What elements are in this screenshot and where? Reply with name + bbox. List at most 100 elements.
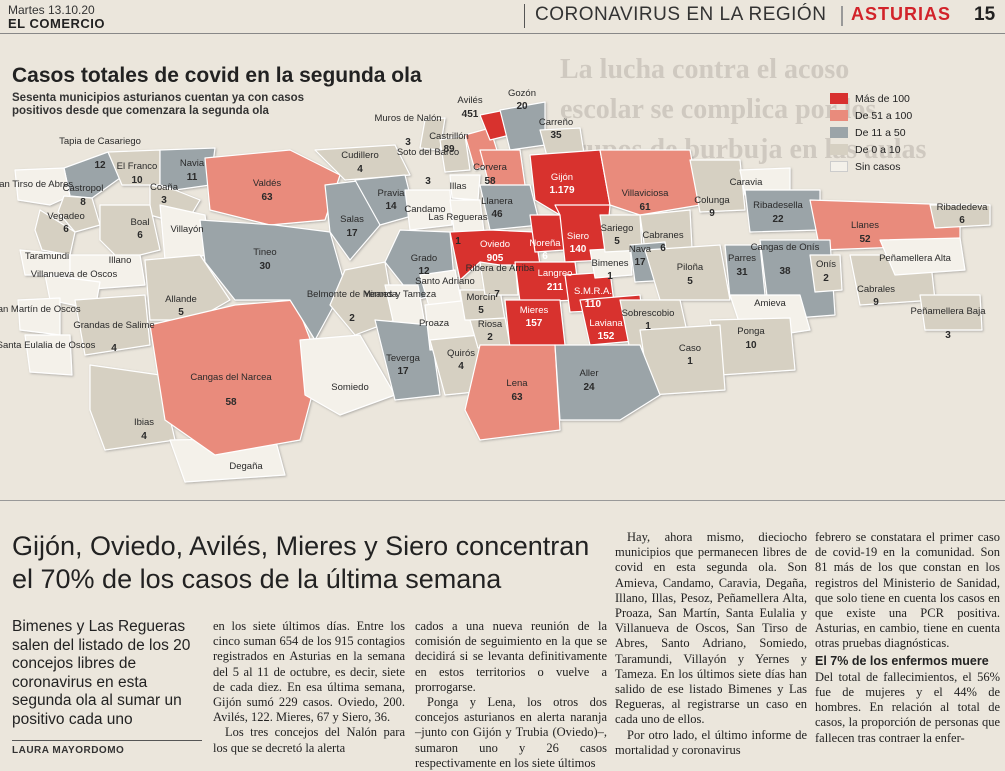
value-sobrescobio: 1	[645, 321, 651, 332]
paragraph: Del total de fallecimientos, el 56% fue …	[815, 669, 1000, 745]
region-somiedo	[299, 334, 396, 416]
label-colunga: Colunga	[694, 195, 730, 206]
value-nava: 17	[634, 257, 646, 268]
value-teverga: 17	[397, 366, 409, 377]
label-soto-del-barco: Soto del Barco	[397, 147, 459, 158]
legend-item: De 51 a 100	[830, 107, 940, 124]
value-colunga: 9	[709, 208, 715, 219]
article-subhead: El 7% de los enfermos muere	[815, 653, 989, 668]
value-llanes: 52	[859, 234, 871, 245]
region-lena	[464, 344, 561, 441]
label-cangas-de-onis: Cangas de Onís	[751, 242, 820, 253]
value-pravia: 14	[385, 201, 397, 212]
article-column-4: febrero se constatara el primer caso de …	[815, 530, 1000, 746]
legend-label: Más de 100	[855, 92, 910, 105]
label-vegadeo: Vegadeo	[47, 211, 85, 222]
article-column-1: en los siete últimos días. Entre los cin…	[213, 619, 405, 756]
legend-label: De 11 a 50	[855, 126, 906, 139]
label-navia: Navia	[180, 158, 205, 169]
region-boal	[99, 204, 161, 261]
value-las-regueras: 1	[455, 236, 461, 247]
label-taramundi: Taramundi	[25, 251, 69, 262]
map-title: Casos totales de covid en la segunda ola	[12, 64, 422, 87]
label-illas: Illas	[450, 181, 467, 192]
region-candamo	[404, 189, 453, 231]
value-castrillon: 89	[443, 144, 455, 155]
label-siero: Siero	[567, 231, 589, 242]
value-salas: 17	[346, 228, 358, 239]
header-rule	[0, 33, 1005, 34]
label-ribadesella: Ribadesella	[753, 200, 803, 211]
region-valdes	[204, 149, 341, 226]
label-ribera-de-arriba: Ribera de Arriba	[466, 263, 535, 274]
value-sariego: 5	[614, 236, 620, 247]
value-laviana: 152	[598, 331, 615, 342]
label-las-regueras: Las Regueras	[428, 212, 487, 223]
value-navia: 11	[187, 172, 198, 183]
value-soto-del-barco: 3	[425, 176, 431, 187]
label-caravia: Caravia	[730, 177, 763, 188]
label-ribadedeva: Ribadedeva	[937, 202, 988, 213]
value-allande: 5	[178, 307, 184, 318]
value-grado: 12	[418, 266, 430, 277]
legend-swatch	[830, 144, 848, 155]
region-muros-de-nalon	[419, 117, 446, 151]
region-cudillero	[314, 144, 411, 181]
label-san-martin: San Martín de Oscos	[0, 304, 81, 315]
region-cangas-del-narcea	[149, 299, 321, 456]
label-parres: Parres	[728, 253, 756, 264]
value-penamellera-baja: 3	[945, 330, 951, 341]
value-corvera: 58	[484, 176, 496, 187]
label-cudillero: Cudillero	[341, 150, 379, 161]
legend-swatch	[830, 161, 848, 172]
label-santa-eulalia: Santa Eulalia de Oscos	[0, 340, 96, 351]
background-headline-line: La lucha contra el acoso	[560, 54, 850, 85]
article-headline: Gijón, Oviedo, Avilés, Mieres y Siero co…	[12, 531, 590, 594]
label-pravia: Pravia	[378, 188, 406, 199]
label-caso: Caso	[679, 343, 701, 354]
label-smra: S.M.R.A.	[574, 286, 612, 297]
article-column-2: cados a una nueva reunión de la comisión…	[415, 619, 607, 771]
label-cabranes: Cabranes	[642, 230, 683, 241]
region-ribadesella	[744, 189, 821, 233]
value-belmonte: 2	[349, 313, 355, 324]
region-san-tirso-de-abres	[14, 167, 71, 206]
map-legend: Más de 100 De 51 a 100 De 11 a 50 De 0 a…	[830, 90, 940, 175]
label-illano: Illano	[109, 255, 132, 266]
issue-date: Martes 13.10.20	[8, 3, 95, 17]
value-llanera: 46	[491, 209, 503, 220]
label-aller: Aller	[579, 368, 598, 379]
value-cabrales: 9	[873, 297, 879, 308]
paragraph: Hay, ahora mismo, dieciocho municipios q…	[615, 530, 807, 727]
legend-swatch	[830, 110, 848, 121]
label-quiros: Quirós	[447, 348, 475, 359]
label-nava: Nava	[629, 244, 652, 255]
label-yernes-tameza: Yernes y Tameza	[364, 289, 437, 300]
region-soto-del-barco	[439, 134, 471, 173]
region-teverga	[374, 319, 441, 401]
article-column-3: Hay, ahora mismo, dieciocho municipios q…	[615, 530, 807, 758]
label-oviedo: Oviedo	[480, 239, 510, 250]
label-salas: Salas	[340, 214, 364, 225]
label-carreno: Carreño	[539, 117, 573, 128]
legend-item: Sin casos	[830, 158, 940, 175]
value-onis: 2	[823, 273, 829, 284]
region-grandas-de-salime	[74, 294, 151, 356]
region-penamellera-alta	[879, 237, 966, 276]
value-cangas-de-onis: 38	[779, 266, 791, 277]
value-norena: 6	[542, 251, 548, 262]
value-gijon: 1.179	[549, 185, 574, 196]
value-smra: 110	[585, 299, 602, 310]
value-riosa: 2	[487, 332, 493, 343]
label-allande: Allande	[165, 294, 197, 305]
paragraph: cados a una nueva reunión de la comisión…	[415, 619, 607, 694]
label-ibias: Ibias	[134, 417, 154, 428]
page-number: 15	[974, 4, 996, 25]
label-morcin: Morcín	[466, 292, 495, 303]
value-langreo: 211	[547, 282, 564, 293]
paragraph: en los siete últimos días. Entre los cin…	[213, 619, 405, 725]
region-ibias	[89, 364, 176, 451]
value-villaviciosa: 61	[639, 202, 651, 213]
region-siero	[554, 204, 611, 263]
legend-label: De 51 a 100	[855, 109, 913, 122]
